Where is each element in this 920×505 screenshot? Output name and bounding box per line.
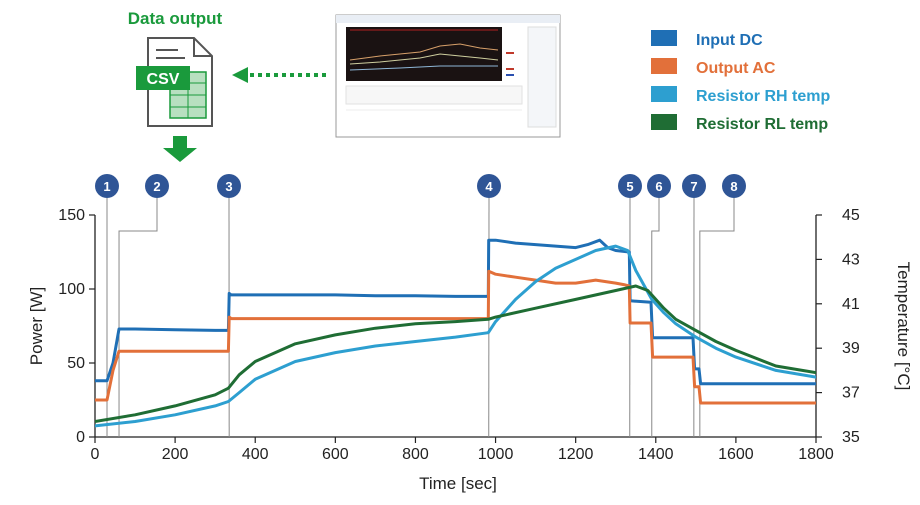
- y-tick-label: 0: [76, 429, 85, 446]
- legend-label-input-dc: Input DC: [696, 32, 763, 49]
- marker-number-2: 2: [153, 179, 160, 194]
- x-tick-label: 0: [91, 446, 100, 463]
- y2-tick-label: 45: [842, 207, 860, 224]
- y2-tick-label: 41: [842, 296, 860, 313]
- data-output-label: Data output: [128, 9, 223, 28]
- y2-axis-title: Temperature [°C]: [894, 262, 913, 391]
- series-line-input-dc: [95, 240, 816, 384]
- legend: Input DC Output AC Resistor RH temp Resi…: [651, 30, 830, 133]
- x-tick-label: 1800: [798, 446, 834, 463]
- csv-label: CSV: [147, 71, 180, 88]
- marker-number-1: 1: [103, 179, 110, 194]
- legend-swatch-input-dc: [651, 30, 677, 46]
- y-tick-label: 150: [58, 207, 85, 224]
- dotted-left-arrow-icon: [232, 67, 326, 83]
- legend-swatch-resistor-rh: [651, 86, 677, 102]
- legend-swatch-output-ac: [651, 58, 677, 74]
- x-tick-label: 800: [402, 446, 429, 463]
- legend-label-resistor-rl: Resistor RL temp: [696, 116, 828, 133]
- y2-tick-label: 43: [842, 251, 860, 268]
- marker-line-8: [700, 198, 734, 437]
- y-tick-label: 100: [58, 281, 85, 298]
- legend-swatch-resistor-rl: [651, 114, 677, 130]
- x-tick-label: 400: [242, 446, 269, 463]
- x-tick-label: 1200: [558, 446, 594, 463]
- marker-number-3: 3: [225, 179, 232, 194]
- x-tick-label: 200: [162, 446, 189, 463]
- marker-number-8: 8: [730, 179, 737, 194]
- legend-label-resistor-rh: Resistor RH temp: [696, 88, 830, 105]
- marker-line-2: [119, 198, 157, 437]
- x-tick-label: 1400: [638, 446, 674, 463]
- y2-tick-label: 37: [842, 385, 860, 402]
- x-tick-label: 1000: [478, 446, 514, 463]
- x-tick-label: 1600: [718, 446, 754, 463]
- y-axis-title: Power [W]: [27, 287, 46, 365]
- series-line-resistor-rl-temp: [95, 286, 816, 422]
- y2-tick-label: 35: [842, 429, 860, 446]
- down-arrow-icon: [163, 136, 197, 162]
- legend-label-output-ac: Output AC: [696, 60, 776, 77]
- y2-tick-label: 39: [842, 340, 860, 357]
- x-tick-label: 600: [322, 446, 349, 463]
- marker-number-6: 6: [655, 179, 662, 194]
- x-axis-title: Time [sec]: [419, 474, 497, 493]
- marker-number-7: 7: [690, 179, 697, 194]
- marker-number-5: 5: [626, 179, 633, 194]
- y-tick-label: 50: [67, 355, 85, 372]
- marker-number-4: 4: [485, 179, 493, 194]
- app-window-thumbnail: [336, 15, 560, 137]
